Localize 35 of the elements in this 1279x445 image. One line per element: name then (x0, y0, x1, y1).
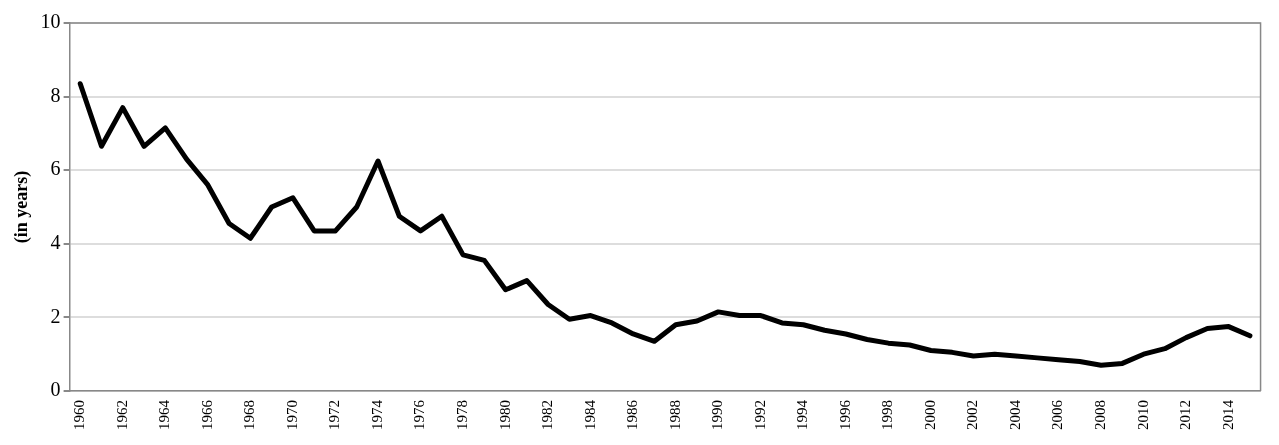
x-tick-label: 1966 (198, 399, 215, 430)
x-tick-label: 1972 (326, 400, 343, 430)
y-tick-label: 6 (50, 157, 61, 180)
y-tick-label: 8 (50, 83, 61, 106)
x-tick-label: 2008 (1092, 400, 1108, 430)
x-tick-label: 1976 (411, 399, 428, 430)
x-tick-label: 2014 (1219, 399, 1236, 430)
x-tick-label: 2006 (1049, 399, 1066, 430)
x-tick-label: 1986 (624, 399, 641, 430)
x-tick-label: 1994 (794, 399, 811, 430)
x-tick-label: 2004 (1006, 399, 1023, 430)
x-tick-label: 1978 (453, 400, 470, 430)
x-tick-label: 2010 (1134, 400, 1151, 430)
x-tick-label: 1992 (751, 400, 768, 430)
x-tick-label: 1962 (113, 400, 130, 430)
x-tick-label: 1988 (666, 400, 683, 430)
x-tick-label: 1984 (581, 399, 598, 430)
x-tick-label: 1970 (283, 400, 300, 430)
x-tick-label: 1982 (539, 400, 556, 430)
x-tick-label: 2012 (1177, 400, 1194, 430)
y-tick-label: 10 (40, 10, 61, 33)
x-tick-label: 1968 (241, 400, 258, 430)
x-tick-label: 1960 (71, 400, 88, 430)
y-axis-title: (in years) (11, 170, 33, 244)
x-tick-label: 2000 (921, 400, 938, 430)
x-tick-label: 1974 (368, 399, 385, 430)
y-tick-label: 2 (50, 304, 61, 327)
x-tick-label: 1964 (156, 399, 173, 430)
x-tick-label: 1990 (709, 400, 726, 430)
x-tick-label: 1998 (879, 400, 896, 430)
y-tick-label: 0 (50, 378, 61, 401)
x-tick-label: 1980 (496, 400, 513, 430)
x-tick-label: 1996 (836, 399, 853, 430)
y-tick-label: 4 (50, 231, 61, 254)
x-tick-label: 2002 (964, 400, 981, 430)
